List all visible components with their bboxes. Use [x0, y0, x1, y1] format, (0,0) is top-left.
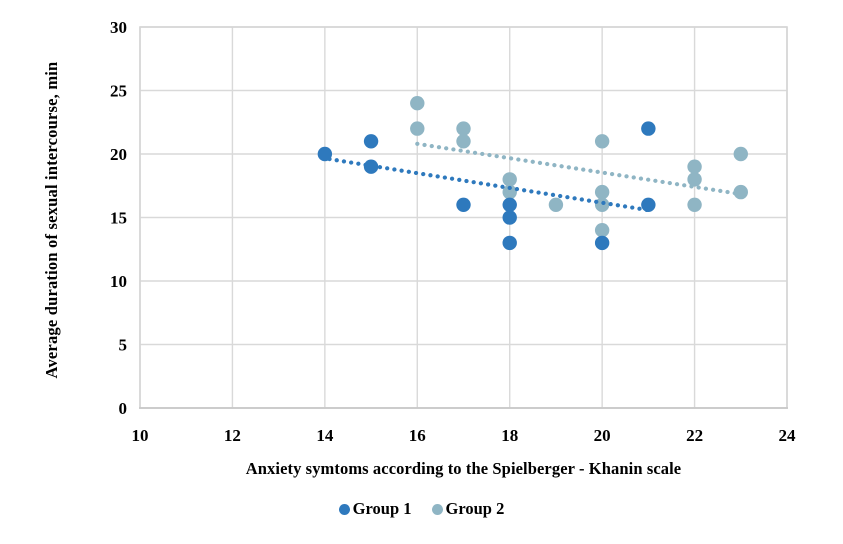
group-1-point	[317, 146, 333, 162]
group-1-trendline	[327, 156, 653, 213]
legend-item-group-1: Group 1	[338, 499, 412, 519]
group-1-point	[502, 197, 517, 212]
group-1-marker-icon	[338, 503, 350, 515]
group-2-point	[594, 197, 610, 212]
group-2-point	[410, 96, 425, 111]
group-2-point	[733, 146, 748, 162]
legend-label-group-1: Group 1	[352, 499, 412, 518]
group-2-point	[687, 197, 702, 212]
group-2-point	[456, 134, 471, 149]
group-1-point	[641, 197, 656, 212]
group-1-point	[502, 210, 517, 225]
group-1-point	[641, 121, 656, 136]
group-2-point	[594, 134, 610, 149]
x-tick-label: 18	[501, 426, 518, 445]
group-2-point	[733, 184, 748, 200]
legend-item-group-2: Group 2	[431, 499, 505, 519]
group-1-point	[363, 159, 379, 174]
y-tick-label: 10	[110, 272, 127, 291]
group-2-point	[410, 121, 425, 136]
x-tick-label: 10	[132, 426, 149, 445]
group-2-point	[594, 184, 610, 200]
legend: Group 1 Group 2	[0, 499, 843, 519]
x-tick-label: 24	[779, 426, 797, 445]
y-tick-label: 25	[110, 82, 127, 101]
y-tick-label: 30	[110, 18, 127, 37]
group-2-point	[502, 184, 517, 200]
x-tick-label: 14	[316, 426, 334, 445]
x-tick-label: 20	[594, 426, 611, 445]
x-tick-label: 22	[686, 426, 703, 445]
group-1-point	[456, 197, 471, 212]
group-2-point	[687, 159, 702, 174]
group-1-point	[502, 235, 517, 251]
x-tick-label: 16	[409, 426, 426, 445]
group-2-point	[502, 172, 517, 187]
x-tick-label: 12	[224, 426, 241, 445]
y-tick-label: 15	[110, 209, 127, 228]
group-2-marker-icon	[431, 503, 443, 515]
group-2-point	[687, 172, 702, 187]
x-axis-title: Anxiety symtoms according to the Spielbe…	[245, 459, 682, 478]
y-tick-label: 20	[110, 145, 127, 164]
group-2-point	[594, 223, 610, 238]
y-tick-label: 5	[119, 336, 128, 355]
plot-area: 0 5 10 15 20 25 30 10 12 14 16 18 20 22 24	[110, 18, 797, 445]
y-tick-label: 0	[119, 399, 128, 418]
group-2-point	[548, 197, 564, 212]
group-1-point	[363, 134, 379, 149]
group-2-point	[456, 121, 471, 136]
legend-label-group-2: Group 2	[445, 499, 505, 518]
group-1-point	[594, 235, 610, 251]
group-2-trendline	[415, 141, 739, 196]
